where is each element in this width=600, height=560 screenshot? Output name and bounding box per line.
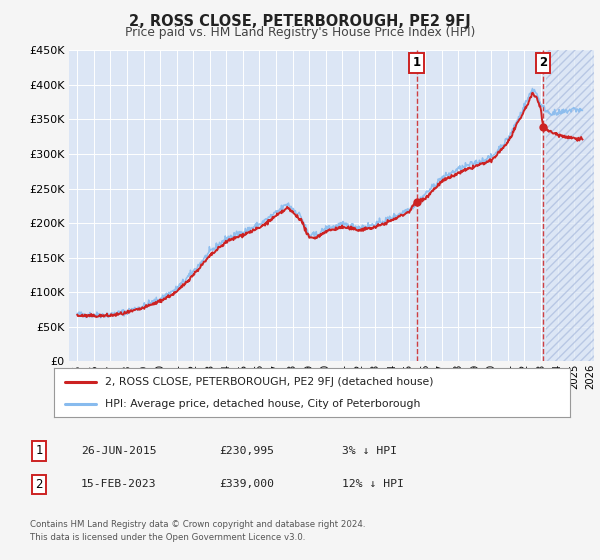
Text: This data is licensed under the Open Government Licence v3.0.: This data is licensed under the Open Gov… xyxy=(30,533,305,542)
Text: 15-FEB-2023: 15-FEB-2023 xyxy=(81,479,157,489)
Text: £339,000: £339,000 xyxy=(219,479,274,489)
Text: 2: 2 xyxy=(539,57,547,69)
Text: HPI: Average price, detached house, City of Peterborough: HPI: Average price, detached house, City… xyxy=(104,399,420,409)
Text: 26-JUN-2015: 26-JUN-2015 xyxy=(81,446,157,456)
Text: 2, ROSS CLOSE, PETERBOROUGH, PE2 9FJ: 2, ROSS CLOSE, PETERBOROUGH, PE2 9FJ xyxy=(129,14,471,29)
Text: 1: 1 xyxy=(413,57,421,69)
Text: 12% ↓ HPI: 12% ↓ HPI xyxy=(342,479,404,489)
Text: 1: 1 xyxy=(35,444,43,458)
Text: £230,995: £230,995 xyxy=(219,446,274,456)
Bar xyxy=(546,50,594,361)
Text: Contains HM Land Registry data © Crown copyright and database right 2024.: Contains HM Land Registry data © Crown c… xyxy=(30,520,365,529)
Text: Price paid vs. HM Land Registry's House Price Index (HPI): Price paid vs. HM Land Registry's House … xyxy=(125,26,475,39)
Text: 2, ROSS CLOSE, PETERBOROUGH, PE2 9FJ (detached house): 2, ROSS CLOSE, PETERBOROUGH, PE2 9FJ (de… xyxy=(104,377,433,387)
Text: 2: 2 xyxy=(35,478,43,491)
Text: 3% ↓ HPI: 3% ↓ HPI xyxy=(342,446,397,456)
